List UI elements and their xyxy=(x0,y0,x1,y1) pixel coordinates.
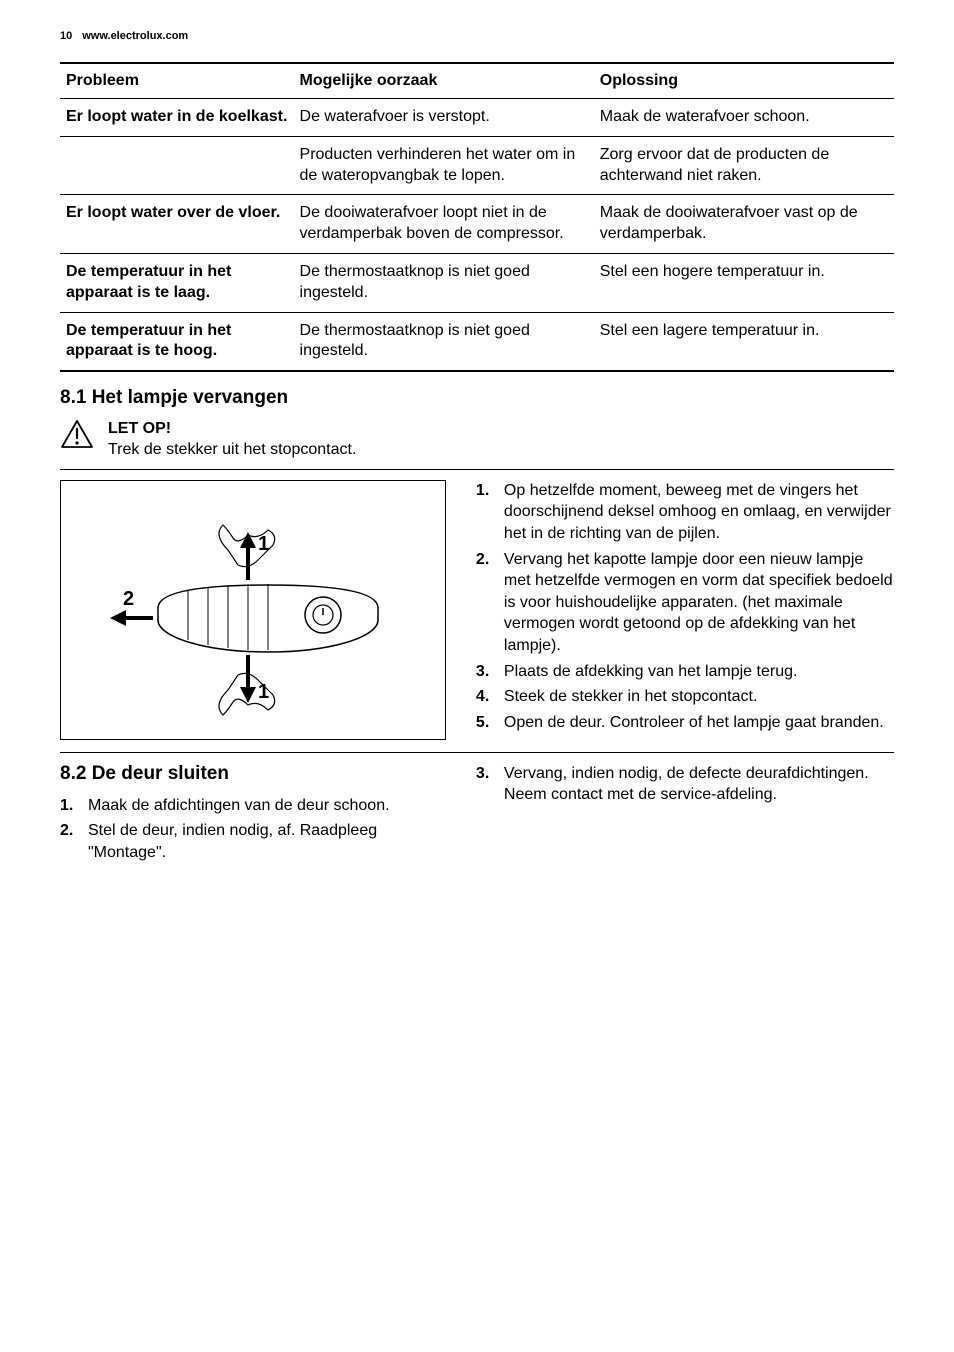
col-header-cause: Mogelijke oorzaak xyxy=(294,63,594,99)
lamp-steps-list: Op hetzelfde moment, beweeg met de vinge… xyxy=(476,480,894,734)
warning-text: LET OP! Trek de stekker uit het stopcon­… xyxy=(108,419,356,461)
cell-cause: De waterafvoer is verstopt. xyxy=(294,99,594,137)
cell-solution: Maak de dooiwaterafvoer vast op de verda… xyxy=(594,195,894,254)
cell-cause: De thermostaatknop is niet goed ingestel… xyxy=(294,253,594,312)
col-header-solution: Oplossing xyxy=(594,63,894,99)
table-row: Er loopt water in de koelkast. De watera… xyxy=(60,99,894,137)
warning-title: LET OP! xyxy=(108,420,171,437)
door-left-col: 8.2 De deur sluiten Maak de afdichtingen… xyxy=(60,763,446,868)
cell-cause: De thermostaatknop is niet goed ingestel… xyxy=(294,312,594,371)
table-row: De temperatuur in het apparaat is te hoo… xyxy=(60,312,894,371)
door-right-col: Vervang, indien nodig, de defecte deuraf… xyxy=(476,763,894,868)
door-close-section: 8.2 De deur sluiten Maak de afdichtingen… xyxy=(60,752,894,868)
list-item: Plaats de afdekking van het lampje te­ru… xyxy=(476,661,894,683)
cell-problem: De temperatuur in het apparaat is te laa… xyxy=(60,253,294,312)
warning-block: LET OP! Trek de stekker uit het stopcon­… xyxy=(60,419,477,461)
warning-body: Trek de stekker uit het stopcon­tact. xyxy=(108,441,356,458)
cell-problem xyxy=(60,136,294,195)
section-title: Het lampje vervangen xyxy=(92,387,288,408)
table-row: De temperatuur in het apparaat is te laa… xyxy=(60,253,894,312)
cell-solution: Maak de waterafvoer schoon. xyxy=(594,99,894,137)
cell-solution: Zorg ervoor dat de produc­ten de achterw… xyxy=(594,136,894,195)
section-heading-81: 8.1 Het lampje vervangen xyxy=(60,387,894,409)
table-row: Er loopt water over de vloer. De dooiwat… xyxy=(60,195,894,254)
cell-solution: Stel een lagere temperatuur in. xyxy=(594,312,894,371)
cell-cause: De dooiwaterafvoer loopt niet in de verd… xyxy=(294,195,594,254)
lamp-diagram: 1 2 1 xyxy=(60,480,446,740)
cell-cause: Producten verhinderen het water om in de… xyxy=(294,136,594,195)
page-header: 10 www.electrolux.com xyxy=(60,30,894,42)
cell-problem: De temperatuur in het apparaat is te hoo… xyxy=(60,312,294,371)
list-item: Vervang, indien nodig, de defecte deuraf… xyxy=(476,763,894,806)
page-number: 10 xyxy=(60,30,72,42)
list-item: Stel de deur, indien nodig, af. Raad­ple… xyxy=(60,820,446,863)
diagram-label-1: 1 xyxy=(258,533,269,555)
section-heading-82: 8.2 De deur sluiten xyxy=(60,763,446,785)
table-row: Producten verhinderen het water om in de… xyxy=(60,136,894,195)
list-item: Vervang het kapotte lampje door een nieu… xyxy=(476,549,894,657)
section-title: De deur sluiten xyxy=(92,763,229,784)
diagram-column: 1 2 1 xyxy=(60,480,446,740)
diagram-label-1b: 1 xyxy=(258,681,269,703)
list-item: Maak de afdichtingen van de deur schoon. xyxy=(60,795,446,817)
diagram-label-2: 2 xyxy=(123,588,134,610)
list-item: Op hetzelfde moment, beweeg met de vinge… xyxy=(476,480,894,545)
list-item: Steek de stekker in het stopcontact. xyxy=(476,686,894,708)
door-steps-left: Maak de afdichtingen van de deur schoon.… xyxy=(60,795,446,864)
steps-column: Op hetzelfde moment, beweeg met de vinge… xyxy=(476,480,894,740)
cell-solution: Stel een hogere tempera­tuur in. xyxy=(594,253,894,312)
header-url: www.electrolux.com xyxy=(82,30,188,42)
troubleshooting-table: Probleem Mogelijke oorzaak Oplossing Er … xyxy=(60,62,894,372)
list-item: Open de deur. Controleer of het lampje g… xyxy=(476,712,894,734)
lamp-replace-section: 1 2 1 Op hetzelfde moment, beweeg met de… xyxy=(60,469,894,740)
cell-problem: Er loopt water over de vloer. xyxy=(60,195,294,254)
section-number: 8.2 xyxy=(60,763,86,784)
cell-problem: Er loopt water in de koelkast. xyxy=(60,99,294,137)
warning-icon xyxy=(60,419,94,454)
section-number: 8.1 xyxy=(60,387,86,408)
col-header-problem: Probleem xyxy=(60,63,294,99)
door-steps-right: Vervang, indien nodig, de defecte deuraf… xyxy=(476,763,894,806)
